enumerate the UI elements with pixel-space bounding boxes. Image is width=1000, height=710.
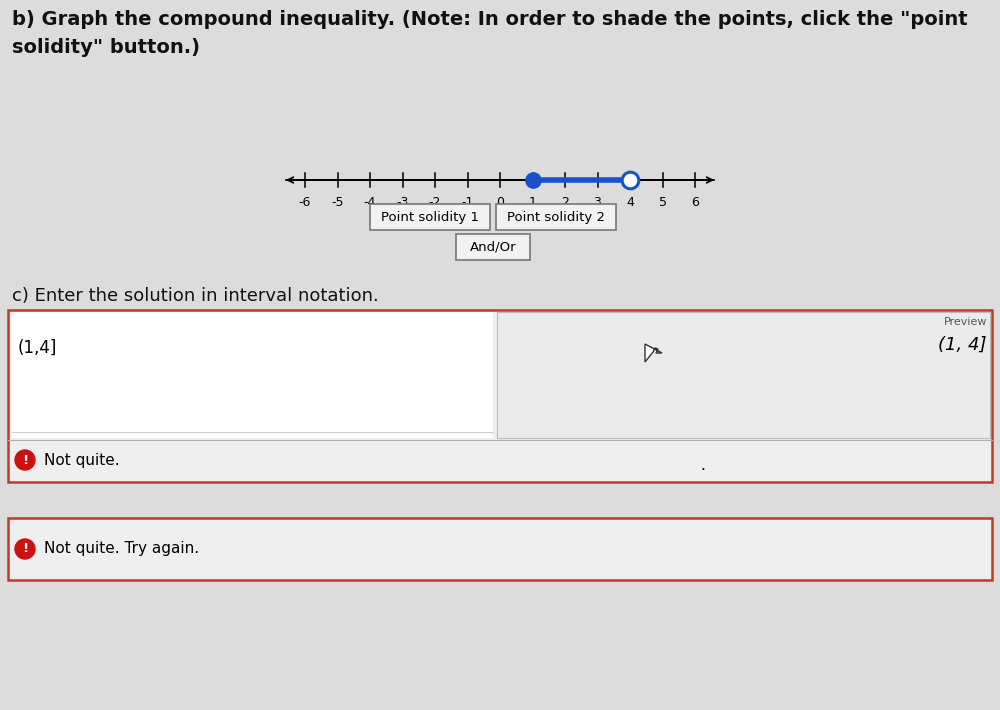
Text: -5: -5 (331, 196, 344, 209)
Text: !: ! (22, 454, 28, 466)
Text: .: . (700, 459, 705, 474)
Circle shape (15, 450, 35, 470)
Bar (497, 312, 990, 438)
FancyBboxPatch shape (496, 204, 616, 230)
Text: -4: -4 (364, 196, 376, 209)
Text: Not quite.: Not quite. (44, 452, 120, 467)
Text: 3: 3 (594, 196, 601, 209)
Text: b) Graph the compound inequality. (Note: In order to shade the points, click the: b) Graph the compound inequality. (Note:… (12, 10, 968, 29)
Text: 0: 0 (496, 196, 504, 209)
Text: !: ! (22, 542, 28, 555)
Text: -2: -2 (429, 196, 441, 209)
Text: Point solidity 2: Point solidity 2 (507, 210, 605, 224)
Text: c) Enter the solution in interval notation.: c) Enter the solution in interval notati… (12, 287, 379, 305)
FancyBboxPatch shape (370, 204, 490, 230)
Polygon shape (645, 344, 662, 362)
Bar (12, 312, 493, 438)
Text: 2: 2 (561, 196, 569, 209)
FancyBboxPatch shape (8, 518, 992, 580)
Point (524, 175, 540, 186)
Text: -6: -6 (299, 196, 311, 209)
Text: 6: 6 (691, 196, 699, 209)
Text: solidity" button.): solidity" button.) (12, 38, 200, 57)
Circle shape (15, 539, 35, 559)
Text: 4: 4 (626, 196, 634, 209)
FancyBboxPatch shape (8, 310, 992, 482)
Text: (1, 4]: (1, 4] (938, 336, 987, 354)
Point (622, 175, 638, 186)
Text: -3: -3 (396, 196, 409, 209)
Text: Preview: Preview (944, 317, 987, 327)
Text: 1: 1 (529, 196, 536, 209)
Text: 5: 5 (658, 196, 666, 209)
FancyBboxPatch shape (456, 234, 530, 260)
Text: Point solidity 1: Point solidity 1 (381, 210, 479, 224)
Text: (1,4]: (1,4] (18, 339, 57, 357)
Text: And/Or: And/Or (470, 241, 516, 253)
Text: Not quite. Try again.: Not quite. Try again. (44, 542, 199, 557)
Text: -1: -1 (461, 196, 474, 209)
